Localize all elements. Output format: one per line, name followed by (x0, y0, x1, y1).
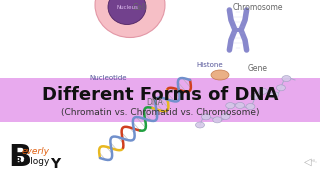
Text: Nucleotide: Nucleotide (89, 75, 127, 81)
Ellipse shape (276, 85, 285, 91)
Text: everly: everly (22, 147, 50, 156)
Ellipse shape (282, 76, 291, 82)
Text: ◁: ◁ (304, 157, 312, 167)
Text: Cell: Cell (133, 3, 147, 12)
Ellipse shape (246, 103, 255, 110)
Ellipse shape (211, 70, 229, 80)
Text: Chromosome: Chromosome (233, 3, 283, 12)
Text: B: B (14, 158, 21, 166)
Ellipse shape (202, 114, 211, 120)
Text: B: B (8, 143, 31, 172)
Ellipse shape (236, 28, 241, 32)
Text: Y: Y (50, 157, 60, 171)
Ellipse shape (226, 103, 235, 109)
Ellipse shape (196, 122, 204, 128)
Ellipse shape (251, 93, 260, 99)
Ellipse shape (108, 0, 146, 24)
Text: Gene: Gene (248, 64, 268, 73)
Ellipse shape (213, 117, 222, 123)
Text: Histone: Histone (197, 62, 223, 68)
Ellipse shape (221, 113, 230, 120)
Text: Nucleus: Nucleus (116, 4, 138, 10)
Text: DNA: DNA (147, 98, 164, 107)
Text: (Chromatin vs. Chromatid vs. Chromosome): (Chromatin vs. Chromatid vs. Chromosome) (61, 107, 259, 116)
Ellipse shape (95, 0, 165, 37)
Ellipse shape (258, 88, 268, 94)
Text: iology: iology (22, 158, 49, 166)
Text: Different Forms of DNA: Different Forms of DNA (42, 86, 278, 104)
Ellipse shape (236, 102, 244, 109)
Ellipse shape (270, 92, 279, 98)
FancyBboxPatch shape (0, 78, 320, 122)
